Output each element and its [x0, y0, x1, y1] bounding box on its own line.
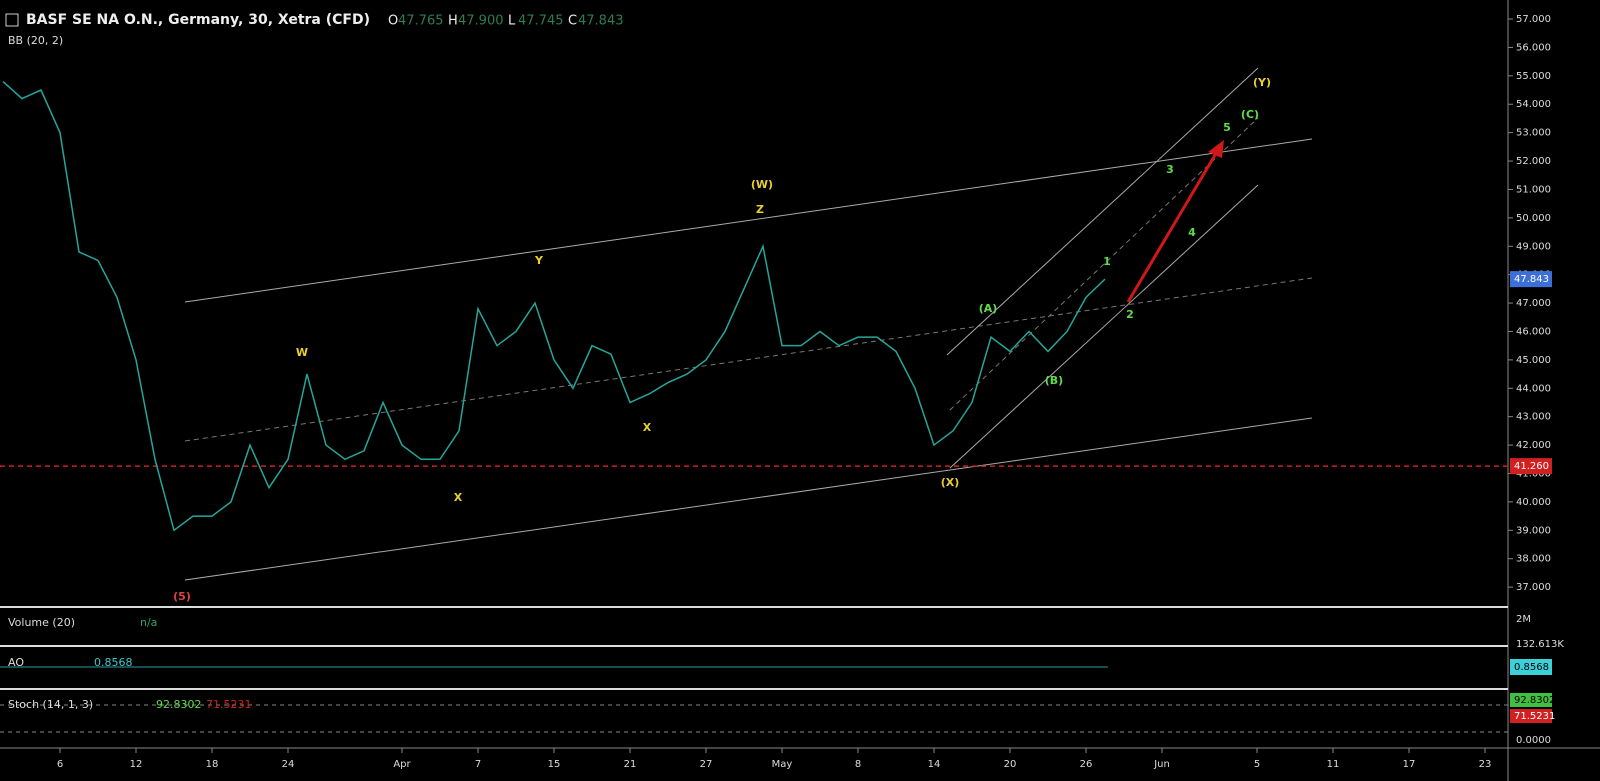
wave-label: W — [296, 346, 308, 359]
wave-label: X — [643, 421, 652, 434]
indicator-value: 71.5231 — [206, 698, 252, 711]
x-tick-label: Jun — [1153, 759, 1170, 770]
y-tick-label: 54.000 — [1516, 99, 1551, 110]
last-price-label: 47.843 — [1514, 274, 1549, 285]
price-line — [2, 80, 1106, 532]
x-tick-label: 6 — [57, 759, 63, 770]
x-tick-label: 17 — [1403, 759, 1416, 770]
indicator-name: AO — [8, 656, 24, 669]
y-tick-label: 56.000 — [1516, 42, 1551, 53]
level-label: 41.260 — [1514, 461, 1549, 472]
wave-label: (X) — [941, 476, 960, 489]
wave-label: (A) — [979, 302, 998, 315]
scale-label: 0.0000 — [1516, 735, 1551, 746]
ohlc-label: L — [508, 14, 516, 29]
stoch-box — [1510, 709, 1552, 723]
wave-label: 4 — [1188, 226, 1196, 239]
ohlc-value: 47.765 — [398, 14, 444, 29]
indicator-name: Stoch (14, 1, 3) — [8, 698, 93, 711]
scale-label: 132.613K — [1516, 639, 1564, 650]
last-price-box — [1510, 271, 1552, 288]
x-tick-label: 5 — [1254, 759, 1260, 770]
indicator-name: BB (20, 2) — [8, 34, 63, 47]
x-tick-label: 15 — [548, 759, 561, 770]
y-tick-label: 38.000 — [1516, 554, 1551, 565]
ohlc-label: H — [448, 14, 458, 29]
stoch-box — [1510, 693, 1552, 707]
y-tick-label: 46.000 — [1516, 326, 1551, 337]
x-tick-label: 12 — [130, 759, 143, 770]
ao-axis-value: 0.8568 — [1514, 662, 1549, 673]
stoch-axis-value: 71.5231 — [1514, 711, 1555, 722]
x-tick-label: 18 — [206, 759, 219, 770]
x-tick-label: 21 — [624, 759, 637, 770]
y-tick-label: 53.000 — [1516, 128, 1551, 139]
indicator-value: 0.8568 — [94, 656, 133, 669]
x-tick-label: 8 — [855, 759, 861, 770]
y-tick-label: 50.000 — [1516, 213, 1551, 224]
wave-label: (Y) — [1253, 76, 1271, 89]
indicator-value: n/a — [140, 616, 157, 629]
indicator-value: 92.8302 — [156, 698, 202, 711]
x-tick-label: 24 — [282, 759, 295, 770]
chart-title: BASF SE NA O.N., Germany, 30, Xetra (CFD… — [26, 12, 370, 28]
x-tick-label: 14 — [928, 759, 941, 770]
x-tick-label: 20 — [1004, 759, 1017, 770]
y-tick-label: 55.000 — [1516, 71, 1551, 82]
x-tick-label: Apr — [393, 759, 411, 770]
y-tick-label: 43.000 — [1516, 412, 1551, 423]
wave-label: Y — [534, 254, 544, 267]
y-tick-label: 47.000 — [1516, 298, 1551, 309]
x-tick-label: May — [772, 759, 793, 770]
wave-label: 1 — [1103, 255, 1111, 268]
x-tick-label: 26 — [1080, 759, 1093, 770]
indicator-name: Volume (20) — [8, 616, 75, 629]
ohlc-value: 47.745 — [518, 14, 564, 29]
y-tick-label: 45.000 — [1516, 355, 1551, 366]
ao-box — [1510, 659, 1552, 675]
projection-arrow — [1126, 140, 1224, 303]
level-box — [1510, 458, 1552, 475]
y-tick-label: 44.000 — [1516, 383, 1551, 394]
y-tick-label: 57.000 — [1516, 14, 1551, 25]
y-tick-label: 40.000 — [1516, 497, 1551, 508]
wave-label: 3 — [1166, 163, 1174, 176]
ohlc-label: C — [568, 14, 577, 29]
x-tick-label: 27 — [700, 759, 713, 770]
wave-label: (C) — [1241, 108, 1259, 121]
wave-label: (B) — [1045, 374, 1063, 387]
wave-label: 5 — [1223, 121, 1231, 134]
ohlc-value: 47.900 — [458, 14, 504, 29]
y-tick-label: 39.000 — [1516, 525, 1551, 536]
ohlc-value: 47.843 — [578, 14, 624, 29]
x-tick-label: 11 — [1327, 759, 1340, 770]
collapse-icon[interactable] — [5, 13, 19, 27]
y-tick-label: 42.000 — [1516, 440, 1551, 451]
wave-label: Z — [756, 203, 764, 216]
wave-label: 2 — [1126, 308, 1134, 321]
ohlc-label: O — [388, 14, 398, 29]
y-tick-label: 37.000 — [1516, 582, 1551, 593]
y-tick-label: 51.000 — [1516, 184, 1551, 195]
y-tick-label: 52.000 — [1516, 156, 1551, 167]
scale-label: 2M — [1516, 614, 1531, 625]
wave-label: (5) — [173, 590, 191, 603]
wave-label: (W) — [751, 178, 773, 191]
x-tick-label: 23 — [1479, 759, 1492, 770]
wave-label: X — [454, 491, 463, 504]
x-tick-label: 7 — [475, 759, 481, 770]
stoch-axis-value: 92.8302 — [1514, 695, 1555, 706]
y-tick-label: 49.000 — [1516, 241, 1551, 252]
